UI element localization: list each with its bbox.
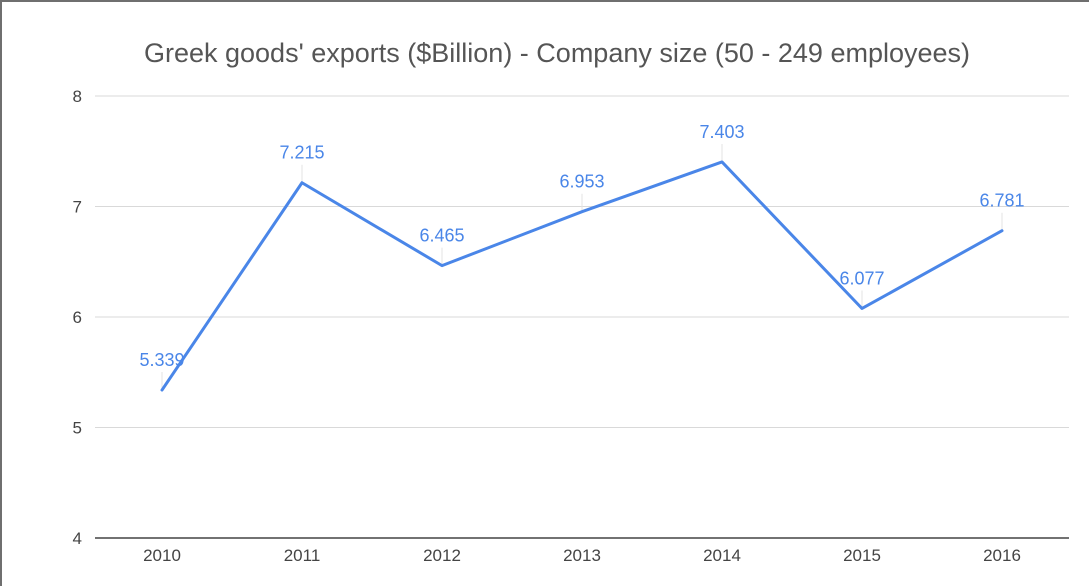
y-tick-label: 8 bbox=[73, 87, 82, 106]
data-label: 7.403 bbox=[699, 122, 744, 142]
y-tick-label: 5 bbox=[73, 419, 82, 438]
y-axis-tick-labels: 4 5 6 7 8 bbox=[73, 87, 82, 548]
y-tick-label: 7 bbox=[73, 198, 82, 217]
data-label: 7.215 bbox=[279, 143, 324, 163]
data-label: 6.781 bbox=[979, 191, 1024, 211]
gridlines bbox=[95, 95, 1069, 539]
data-label: 5.339 bbox=[139, 350, 184, 370]
x-axis-tick-labels: 2010 2011 2012 2013 2014 2015 2016 bbox=[143, 546, 1021, 565]
x-tick-label: 2013 bbox=[563, 546, 601, 565]
y-tick-label: 6 bbox=[73, 308, 82, 327]
x-tick-label: 2015 bbox=[843, 546, 881, 565]
data-labels: 5.339 7.215 6.465 6.953 7.403 6.077 6.781 bbox=[139, 122, 1024, 370]
x-tick-label: 2010 bbox=[143, 546, 181, 565]
x-tick-label: 2012 bbox=[423, 546, 461, 565]
data-label: 6.953 bbox=[559, 172, 604, 192]
x-tick-label: 2014 bbox=[703, 546, 741, 565]
y-tick-label: 4 bbox=[73, 529, 82, 548]
series-line bbox=[160, 160, 1004, 392]
data-label: 6.465 bbox=[419, 226, 464, 246]
x-tick-label: 2011 bbox=[284, 546, 321, 565]
data-label: 6.077 bbox=[839, 268, 884, 288]
series-line-layer bbox=[160, 160, 1004, 392]
x-tick-label: 2016 bbox=[983, 546, 1021, 565]
chart-title: Greek goods' exports ($Billion) - Compan… bbox=[143, 38, 971, 68]
data-label-leaders bbox=[161, 143, 1003, 391]
